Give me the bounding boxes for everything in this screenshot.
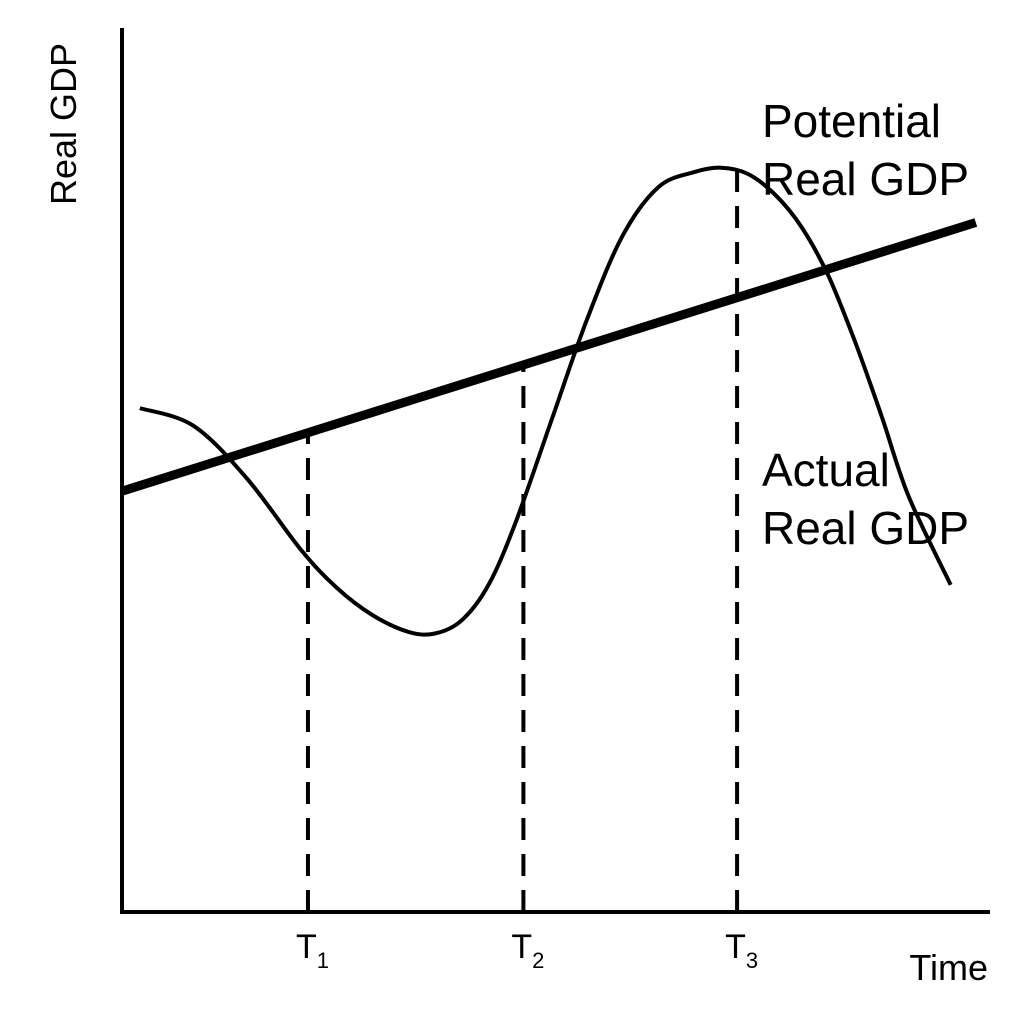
tick-base: T [511, 928, 532, 966]
actual-series-label: Actual Real GDP [762, 444, 969, 554]
actual-label-line-2: Real GDP [762, 502, 969, 554]
actual-gdp-line [139, 165, 953, 637]
potential-series-label: Potential Real GDP [762, 95, 969, 205]
potential-label-line-2: Real GDP [762, 153, 969, 205]
tick-base: T [296, 928, 317, 966]
tick-subscript: 3 [746, 948, 758, 973]
x-tick-label-2: T2 [511, 928, 544, 973]
x-tick-label-1: T1 [296, 928, 329, 973]
x-tick-labels: T1 T2 T3 [296, 928, 758, 973]
x-axis-title: Time [909, 947, 988, 988]
tick-base: T [725, 928, 746, 966]
actual-label-line-1: Actual [762, 444, 890, 496]
y-axis-title: Real GDP [43, 43, 84, 205]
potential-label-line-1: Potential [762, 95, 941, 147]
tick-subscript: 1 [317, 948, 329, 973]
tick-subscript: 2 [532, 948, 544, 973]
potential-gdp-line [120, 218, 978, 496]
x-tick-label-3: T3 [725, 928, 758, 973]
guide-lines [305, 171, 740, 912]
series-lines [120, 165, 978, 637]
